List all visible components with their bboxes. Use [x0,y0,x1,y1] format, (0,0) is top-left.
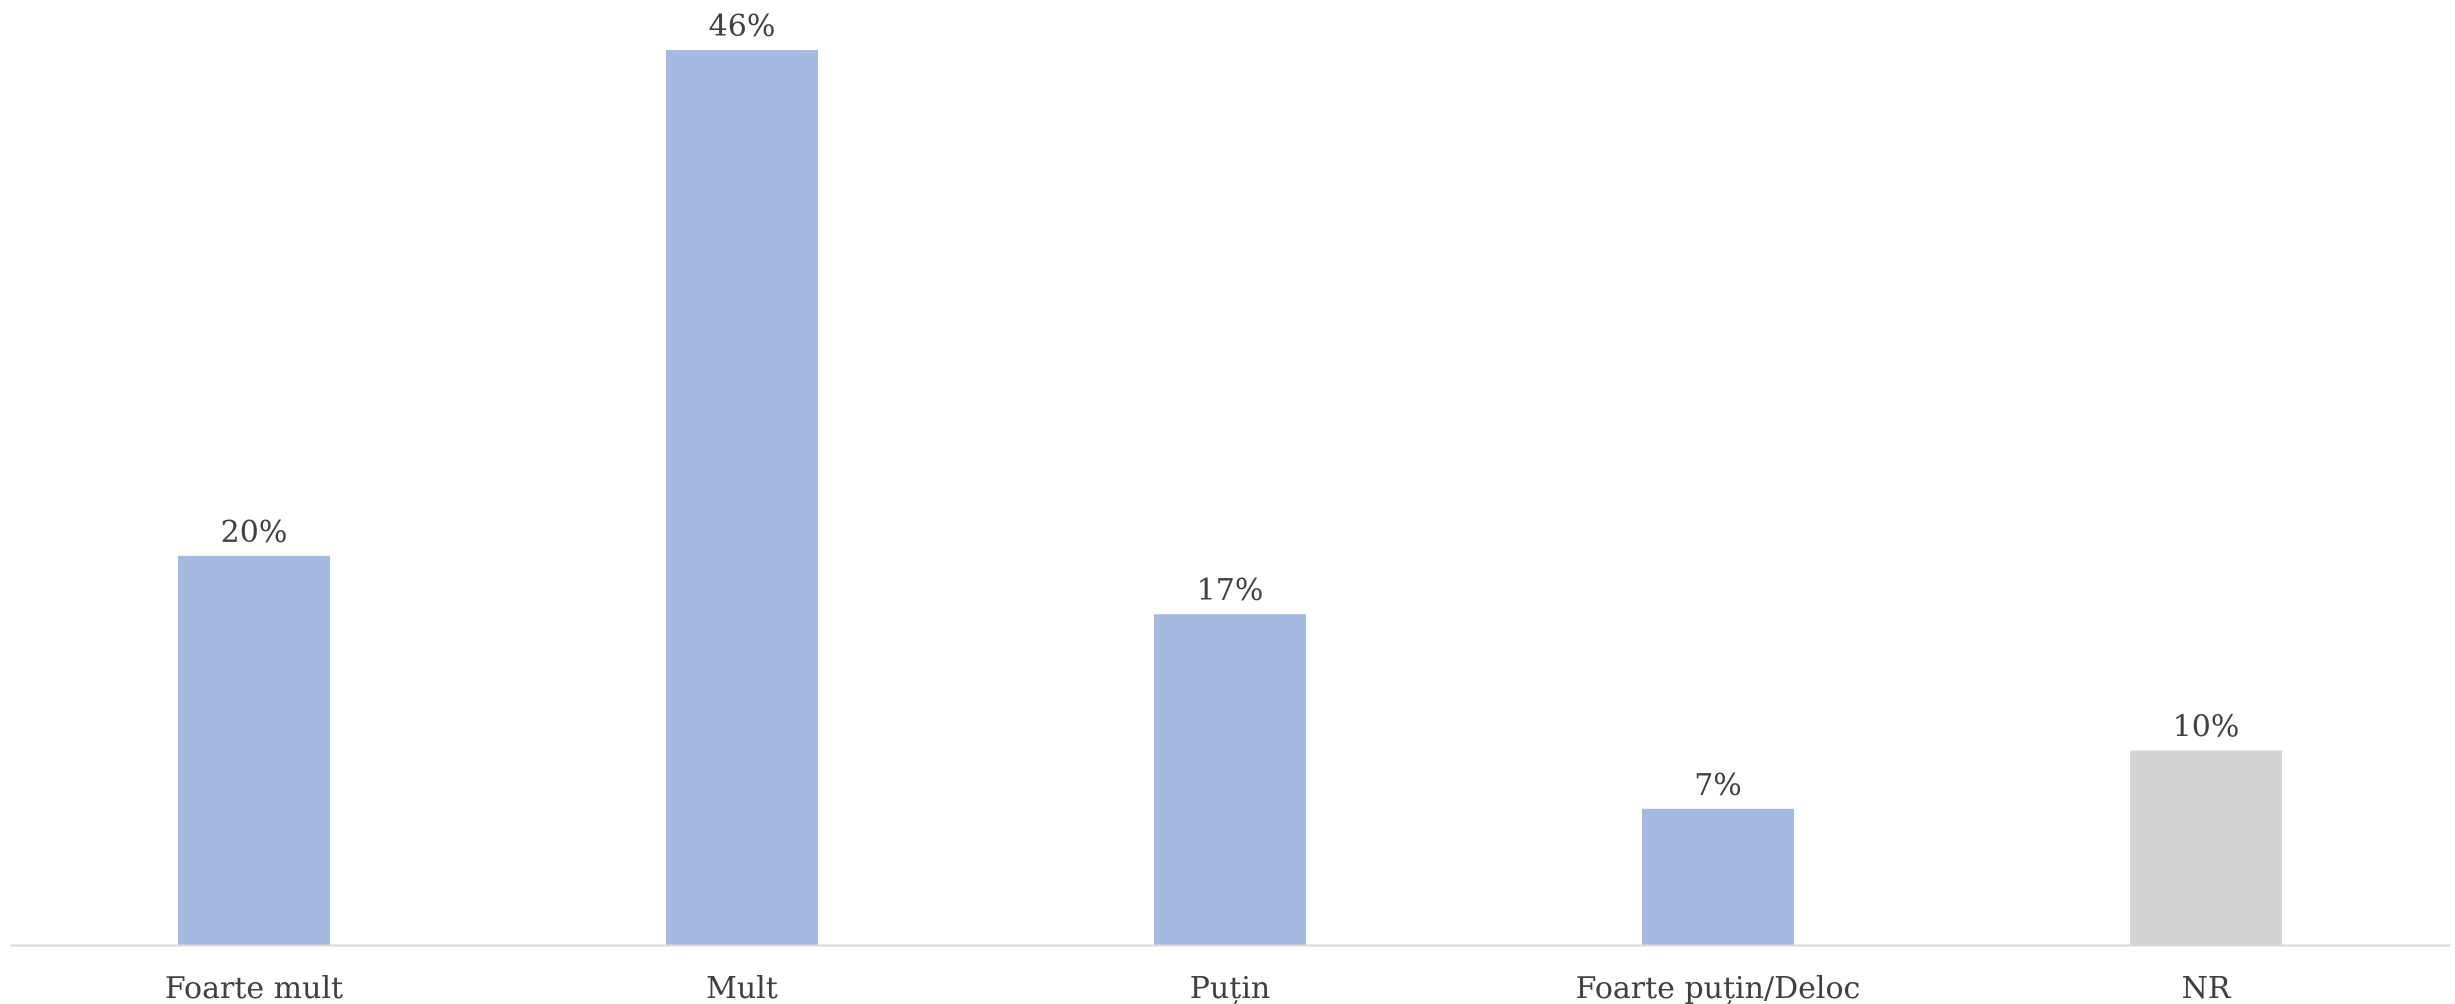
bar-1 [178,555,330,945]
data-label-3: 17% [1197,573,1264,608]
category-label-4: Foarte puțin/Deloc [1576,971,1861,1004]
category-label-3: Puțin [1190,971,1270,1004]
data-label-5: 10% [2173,709,2240,744]
data-label-2: 46% [709,9,776,44]
category-label-5: NR [2182,971,2232,1004]
bar-3 [1154,614,1306,945]
data-label-4: 7% [1694,768,1742,803]
category-labels-group: Foarte mult Mult Puțin Foarte puțin/Deloc NR [165,971,2232,1004]
data-labels-group: 20% 46% 17% 7% 10% [221,9,2240,803]
bar-4 [1642,808,1794,945]
data-label-1: 20% [221,515,288,550]
category-label-2: Mult [706,971,778,1004]
category-label-1: Foarte mult [165,971,343,1004]
bars-group [178,50,2282,945]
bar-5 [2130,750,2282,945]
bar-2 [666,50,818,945]
